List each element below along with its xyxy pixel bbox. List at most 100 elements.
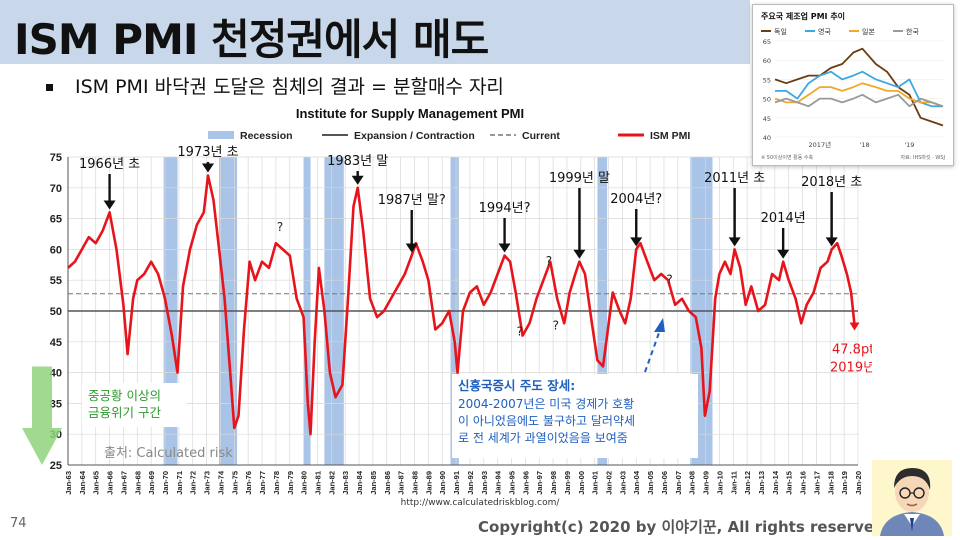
y-tick-label: 70 [50, 183, 62, 195]
peak-annotation-label: 1994년? [479, 201, 531, 216]
peak-arrow-head [201, 163, 214, 173]
bullet-dot [46, 84, 53, 91]
peak-annotation-label: 1987년 말? [378, 193, 446, 208]
x-tick-label: Jan-04 [632, 470, 641, 495]
bullet-text: ISM PMI 바닥권 도달은 침체의 결과 = 분할매수 자리 [46, 72, 504, 99]
x-tick-label: Jan-14 [771, 470, 780, 495]
peak-annotation: 2018년 초 [801, 175, 862, 247]
y-tick-label: 65 [50, 214, 62, 226]
x-tick-label: Jan-93 [480, 471, 489, 495]
x-tick-label: Jan-90 [438, 471, 447, 495]
legend-label: Current [522, 130, 560, 142]
current-date-label: 2019년 9월 [830, 361, 872, 376]
y-tick-label: 60 [50, 244, 62, 256]
y-tick-label: 40 [50, 368, 62, 380]
x-tick-label: Jan-84 [355, 470, 364, 495]
x-tick-label: Jan-91 [452, 471, 461, 495]
x-tick-label: Jan-16 [799, 471, 808, 495]
x-tick-label: Jan-09 [702, 471, 711, 495]
x-tick-label: Jan-88 [410, 471, 419, 495]
x-tick-label: Jan-17 [812, 471, 821, 495]
y-tick-label: 35 [50, 398, 62, 410]
inset-legend-label: 독일 [774, 27, 787, 36]
inset-x-tick-label: 2017년 [809, 140, 832, 149]
x-tick-label: Jan-02 [605, 471, 614, 495]
footer-url: http://www.calculatedriskblog.com/ [400, 498, 560, 508]
inset-y-tick-label: 40 [763, 134, 771, 142]
peak-arrow-head [405, 243, 418, 253]
peak-annotation-label: 1966년 초 [79, 157, 140, 172]
inset-y-tick-label: 55 [763, 76, 771, 84]
x-tick-label: Jan-71 [175, 471, 184, 495]
x-tick-label: Jan-78 [272, 471, 281, 495]
peak-annotation-label: 1983년 말 [327, 154, 388, 169]
inset-series-line [774, 47, 944, 127]
inset-y-tick-label: 65 [763, 38, 771, 46]
x-tick-label: Jan-76 [244, 471, 253, 495]
peak-annotation: 1973년 초 [177, 145, 239, 173]
inset-y-tick-label: 45 [763, 115, 771, 123]
peak-annotation: 1987년 말? [378, 193, 446, 253]
peak-arrow-head [777, 249, 790, 259]
x-tick-label: Jan-81 [313, 471, 322, 495]
legend-swatch-recession [208, 131, 234, 139]
y-tick-label: 50 [50, 306, 62, 318]
question-mark: ? [277, 220, 283, 234]
x-tick-label: Jan-92 [466, 471, 475, 495]
x-tick-label: Jan-63 [64, 471, 73, 495]
x-tick-label: Jan-89 [424, 471, 433, 495]
current-value-arrow [849, 322, 860, 331]
peak-annotation-label: 2018년 초 [801, 175, 862, 190]
x-tick-label: Jan-82 [327, 471, 336, 495]
x-tick-label: Jan-64 [78, 470, 87, 495]
peak-annotation: 1999년 말 [549, 171, 610, 259]
peak-annotation-label: 2014년 [761, 211, 806, 226]
peak-arrow-head [825, 237, 838, 247]
peak-annotation-label: 2011년 초 [704, 171, 765, 186]
legend-label: ISM PMI [650, 130, 690, 142]
peak-annotation: 2014년 [761, 211, 806, 259]
x-tick-label: Jan-05 [646, 471, 655, 495]
x-tick-label: Jan-73 [203, 471, 212, 495]
inset-legend-label: 한국 [906, 28, 919, 36]
emerging-note-line: 이 아니었음에도 불구하고 달러약세 [458, 413, 635, 428]
x-tick-label: Jan-75 [230, 471, 239, 495]
x-tick-label: Jan-74 [216, 470, 225, 495]
x-tick-label: Jan-95 [508, 471, 517, 495]
x-tick-label: Jan-10 [715, 471, 724, 495]
inset-note-right: 자료: IHS마킷 · WSJ [901, 154, 945, 161]
y-tick-label: 45 [50, 337, 62, 349]
peak-annotation: 1994년? [479, 201, 531, 253]
x-tick-label: Jan-01 [591, 471, 600, 495]
x-tick-label: Jan-11 [729, 471, 738, 494]
emerging-note-title: 신흥국증시 주도 장세: [458, 378, 575, 393]
inset-series-line [774, 82, 944, 108]
y-tick-label: 75 [50, 152, 62, 164]
inset-x-tick-label: '19 [904, 141, 914, 149]
emerging-note-arrow-shaft [644, 329, 661, 373]
peak-annotation-label: 1999년 말 [549, 171, 610, 186]
slide-title: ISM PMI 천정권에서 매도 [14, 15, 489, 64]
y-tick-label: 55 [50, 275, 62, 287]
x-tick-label: Jan-99 [563, 471, 572, 495]
x-tick-label: Jan-68 [133, 471, 142, 495]
inset-legend-label: 영국 [818, 27, 831, 36]
inset-series-line [774, 93, 944, 108]
x-tick-label: Jan-94 [494, 470, 503, 495]
x-tick-label: Jan-72 [189, 471, 198, 495]
inset-y-tick-label: 60 [763, 57, 771, 65]
title-band [0, 0, 750, 64]
x-tick-label: Jan-20 [854, 471, 863, 495]
emerging-note-box [452, 374, 698, 458]
crisis-zone-label: 중공황 이상의 [88, 388, 161, 403]
peak-annotation-label: 2004년? [610, 192, 662, 207]
inset-y-tick-label: 50 [763, 96, 771, 104]
emerging-note-arrow-head [654, 318, 665, 332]
x-tick-label: Jan-70 [161, 471, 170, 495]
x-tick-label: Jan-85 [369, 471, 378, 495]
peak-arrow-head [103, 200, 116, 210]
peak-annotation: 1983년 말 [327, 154, 388, 185]
question-mark: ? [666, 272, 672, 286]
x-tick-label: Jan-12 [743, 471, 752, 495]
